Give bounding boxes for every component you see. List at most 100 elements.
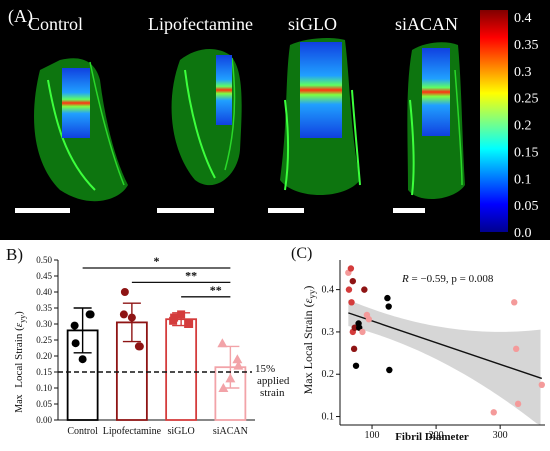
scatter-point <box>384 294 391 302</box>
x-tick-label: siGLO <box>168 426 195 437</box>
significance-label: ** <box>210 283 222 297</box>
scatter-point <box>349 277 357 285</box>
colorbar-tick-label: 0.4 <box>514 11 532 26</box>
group-label-siacan: siACAN <box>395 14 458 34</box>
data-point <box>120 288 129 296</box>
colorbar-tick-label: 0.15 <box>514 145 539 160</box>
data-point <box>78 355 87 364</box>
data-point <box>86 310 95 319</box>
significance-label: ** <box>185 268 197 282</box>
strain-map-siglo <box>300 42 342 138</box>
panel-a-label: (A) <box>8 6 33 27</box>
scatter-point <box>511 299 518 306</box>
y-tick-label: 0.1 <box>322 412 335 423</box>
y-tick-label: 0.10 <box>36 383 52 393</box>
stats-text: = −0.59, p = 0.008 <box>409 273 494 285</box>
x-tick-label: 100 <box>365 430 380 441</box>
scatter-point <box>385 303 392 310</box>
significance-label: * <box>154 254 160 268</box>
data-point <box>225 373 236 383</box>
y-axis-label-main: Max Local Strain ( <box>301 303 315 394</box>
scatter-point <box>348 299 355 306</box>
panel-c-label: (C) <box>291 245 312 262</box>
data-point <box>170 313 179 322</box>
data-point <box>127 313 136 322</box>
scatter-point <box>365 316 373 323</box>
svg-text:Max Local Strain (εyy): Max Local Strain (εyy) <box>13 311 27 413</box>
y-tick-label: 0.2 <box>322 369 335 380</box>
colorbar-tick-label: 0.35 <box>514 38 539 53</box>
colorbar-tick-label: 0.0 <box>514 226 532 240</box>
colorbar-tick-label: 0.25 <box>514 92 539 107</box>
y-tick-label: 0.4 <box>322 285 335 296</box>
scatter-point <box>347 265 355 272</box>
panel-b-label: B) <box>6 245 23 264</box>
y-tick-label: 0.15 <box>36 367 52 377</box>
panel-b-bar-chart: B) Max Local Strain (εyy) 15% applied st… <box>0 240 290 446</box>
y-tick-label: 0.50 <box>36 255 52 265</box>
panel-a-svg: (A) Control Lipofectamine siGLO siACAN <box>8 6 539 241</box>
ref-line-label-3: strain <box>260 387 285 399</box>
y-axis-label: Max Local Strain (εyy) <box>301 286 317 395</box>
strain-map-lipofectamine <box>216 55 232 125</box>
stats-r: R <box>401 273 409 285</box>
y-axis-label-prefix: Max <box>14 394 25 412</box>
colorbar-tick-label: 0.1 <box>514 172 532 187</box>
colorbar-ticks: 0.4 0.35 0.3 0.25 0.2 0.15 0.1 0.05 0.0 <box>514 11 539 241</box>
scale-bar-control <box>15 208 70 213</box>
scatter-point <box>512 345 520 353</box>
x-tick-label: siACAN <box>213 426 248 437</box>
y-tick-label: 0.40 <box>36 287 52 297</box>
y-axis-label-end: ) <box>13 311 25 315</box>
data-point <box>233 360 244 370</box>
scatter-point <box>361 286 368 293</box>
y-tick-label: 0.35 <box>36 303 52 313</box>
colorbar <box>480 10 508 232</box>
y-tick-label: 0.30 <box>36 319 52 329</box>
y-axis-label-sub: yy <box>307 289 317 299</box>
data-point <box>70 321 79 330</box>
colorbar-tick-label: 0.2 <box>514 119 532 134</box>
scatter-point <box>351 324 358 331</box>
stats-annotation: R = −0.59, p = 0.008 <box>401 273 494 285</box>
fit-line <box>348 312 543 380</box>
y-tick-label: 0.45 <box>36 271 52 281</box>
data-point <box>177 310 186 319</box>
group-label-siglo: siGLO <box>288 14 337 34</box>
y-axis-label-sym: ε <box>301 298 315 303</box>
scatter-point <box>359 328 366 336</box>
data-point <box>217 338 228 348</box>
scatter-point <box>538 381 545 389</box>
tissue-image-siglo <box>280 37 361 195</box>
scale-bar-lipofectamine <box>157 208 214 213</box>
tissue-image-control <box>34 58 128 202</box>
scale-bar-siglo <box>268 208 304 213</box>
scatter-point <box>345 286 353 293</box>
panel-a-strain-maps: (A) Control Lipofectamine siGLO siACAN <box>0 0 550 241</box>
confidence-band <box>348 299 541 425</box>
colorbar-tick-label: 0.05 <box>514 199 539 214</box>
ref-line-label-2: applied <box>257 375 290 387</box>
tissue-image-siacan <box>407 42 465 200</box>
y-tick-label: 0.05 <box>36 399 52 409</box>
scatter-point <box>386 366 393 374</box>
scale-bar-siacan <box>393 208 425 213</box>
x-tick-label: 300 <box>493 430 508 441</box>
data-point <box>232 354 243 364</box>
ref-line-label-1: 15% <box>255 363 275 375</box>
y-axis-label-end: ) <box>301 286 315 290</box>
y-tick-label: 0.25 <box>36 335 52 345</box>
y-axis-label-main: Local Strain ( <box>13 327 25 388</box>
y-tick-label: 0.20 <box>36 351 52 361</box>
x-tick-label: Lipofectamine <box>103 426 162 437</box>
scatter-point <box>490 409 497 416</box>
y-tick-label: 0.00 <box>36 415 52 425</box>
data-point <box>71 339 80 348</box>
x-axis-label: Fibril Diameter <box>395 431 469 443</box>
bar-siglo <box>165 318 198 421</box>
group-label-lipofectamine: Lipofectamine <box>148 14 253 34</box>
scatter-chart-svg: (C) R = −0.59, p = 0.008 Fibril Diameter… <box>291 245 545 443</box>
x-tick-label: Control <box>67 426 98 437</box>
data-point <box>218 383 229 392</box>
group-label-control: Control <box>28 14 83 34</box>
